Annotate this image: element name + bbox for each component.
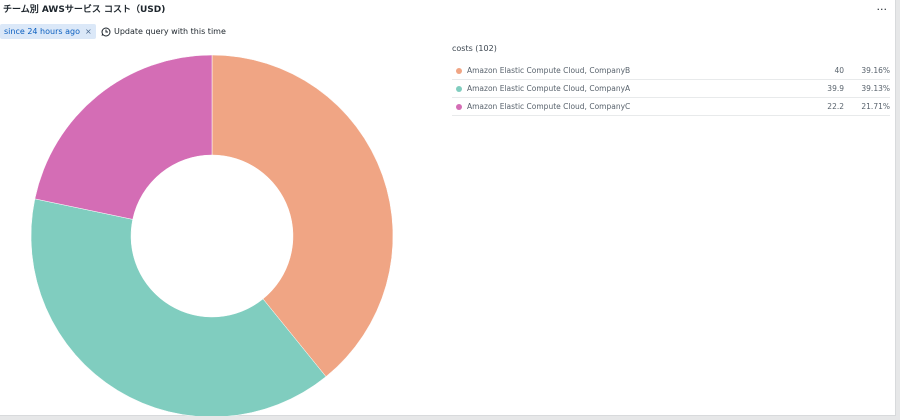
- pie-slice-companyb[interactable]: [211, 54, 394, 377]
- legend: costs (102) Amazon Elastic Compute Cloud…: [452, 42, 890, 116]
- legend-label: Amazon Elastic Compute Cloud, CompanyA: [467, 84, 631, 93]
- close-icon[interactable]: ×: [84, 27, 92, 36]
- pie-slice-companya[interactable]: [30, 198, 327, 416]
- legend-header: costs (102): [452, 44, 497, 53]
- time-filter-chip[interactable]: since 24 hours ago ×: [0, 24, 96, 39]
- legend-value: 39.9: [827, 84, 844, 93]
- update-query-button[interactable]: Update query with this time: [101, 24, 226, 39]
- legend-percent: 39.16%: [861, 66, 890, 75]
- panel-title: チーム別 AWSサービス コスト（USD): [3, 5, 166, 15]
- donut-chart: [30, 54, 394, 416]
- legend-row-companya[interactable]: Amazon Elastic Compute Cloud, CompanyA 39…: [452, 80, 890, 98]
- legend-value: 22.2: [827, 102, 844, 111]
- more-options-icon[interactable]: ...: [876, 0, 888, 13]
- legend-swatch: [456, 85, 462, 92]
- legend-label: Amazon Elastic Compute Cloud, CompanyB: [467, 66, 631, 75]
- legend-percent: 21.71%: [861, 102, 890, 111]
- legend-rows: Amazon Elastic Compute Cloud, CompanyB 40…: [452, 62, 890, 116]
- legend-row-companyb[interactable]: Amazon Elastic Compute Cloud, CompanyB 40…: [452, 62, 890, 80]
- legend-swatch: [456, 67, 462, 74]
- pie-slice-companyc[interactable]: [34, 54, 213, 220]
- legend-label: Amazon Elastic Compute Cloud, CompanyC: [467, 102, 631, 111]
- legend-value: 40: [834, 66, 844, 75]
- clock-icon: [101, 27, 111, 36]
- legend-percent: 39.13%: [861, 84, 890, 93]
- legend-swatch: [456, 103, 462, 110]
- legend-row-companyc[interactable]: Amazon Elastic Compute Cloud, CompanyC 22…: [452, 98, 890, 116]
- update-query-label: Update query with this time: [114, 27, 226, 36]
- time-filter-label: since 24 hours ago: [4, 27, 80, 36]
